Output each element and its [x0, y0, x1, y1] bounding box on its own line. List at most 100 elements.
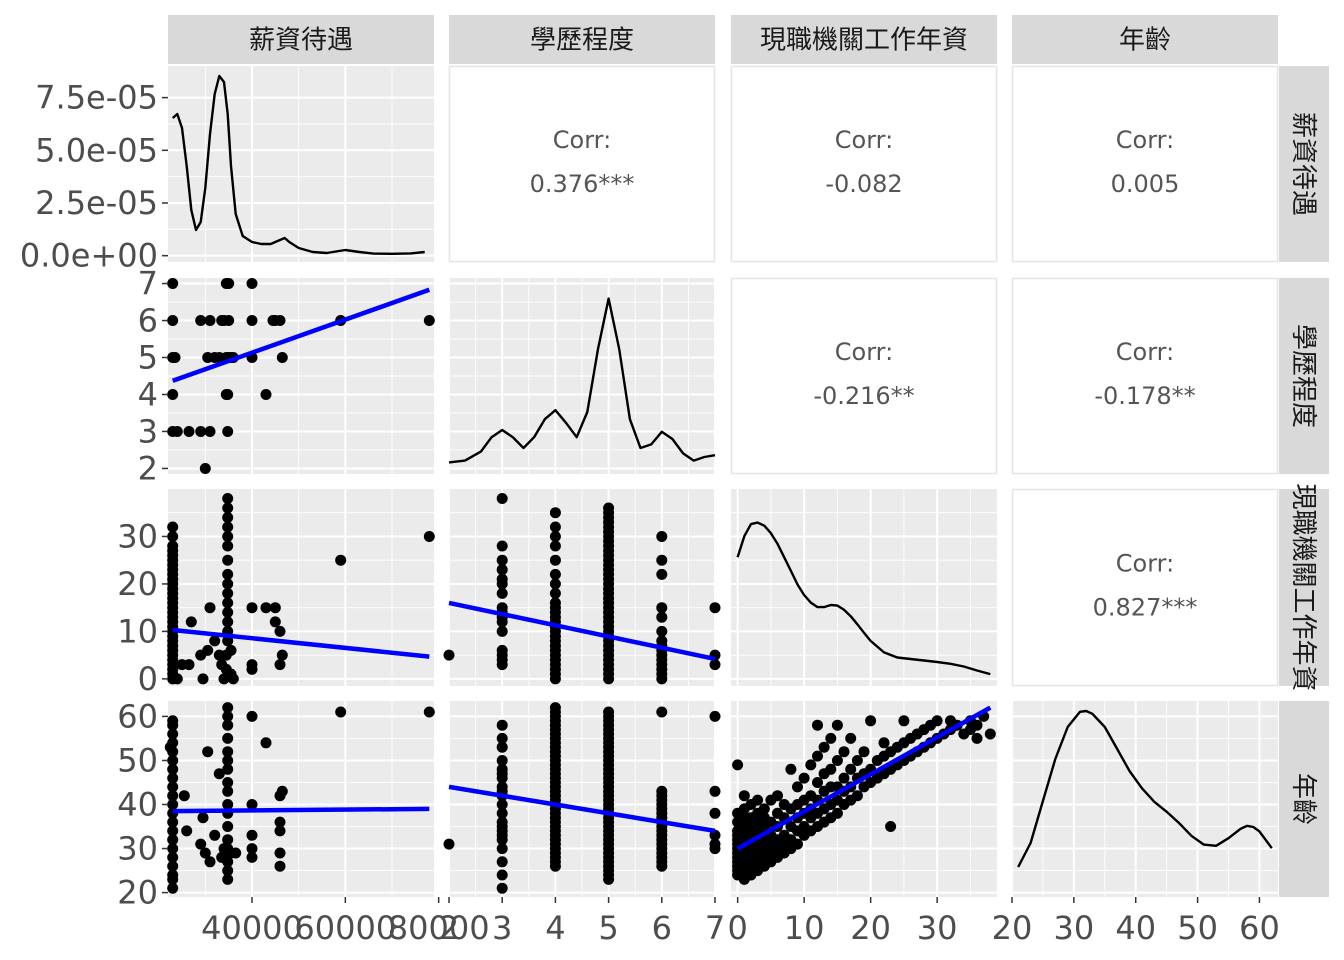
data-point — [260, 602, 272, 614]
data-point — [549, 578, 561, 590]
corr-label: Corr: — [553, 126, 611, 154]
corr-value: 0.005 — [1111, 170, 1180, 198]
data-point — [984, 728, 996, 740]
data-point — [222, 821, 234, 832]
strip-label-top: 薪資待遇 — [249, 26, 353, 56]
data-point — [269, 602, 281, 614]
data-point — [709, 602, 721, 614]
data-point — [496, 573, 508, 585]
x-tick-label: 30 — [917, 909, 958, 947]
data-point — [496, 493, 508, 504]
data-point — [496, 763, 508, 775]
data-point — [549, 507, 561, 519]
data-point — [496, 719, 508, 731]
data-point — [758, 803, 770, 815]
data-point — [423, 706, 435, 718]
data-point — [656, 706, 668, 718]
data-point — [865, 715, 877, 727]
data-point — [246, 799, 258, 810]
data-point — [222, 873, 234, 885]
data-point — [496, 644, 508, 656]
data-point — [656, 568, 668, 580]
data-point — [709, 838, 721, 850]
data-point — [496, 587, 508, 599]
data-point — [845, 763, 857, 775]
data-point — [549, 531, 561, 542]
data-point — [167, 825, 179, 837]
corr-panel — [448, 65, 716, 263]
data-point — [222, 763, 234, 775]
data-point — [246, 602, 258, 614]
data-point — [549, 568, 561, 580]
strip-top-box — [731, 15, 997, 64]
data-point — [246, 315, 258, 326]
data-point — [222, 865, 234, 877]
data-point — [496, 882, 508, 894]
data-point — [167, 843, 179, 855]
data-point — [167, 790, 179, 802]
data-point — [496, 564, 508, 576]
data-point — [549, 597, 561, 609]
data-point — [222, 799, 234, 810]
y-tick-label: 2 — [138, 449, 158, 487]
y-tick-label: 30 — [117, 517, 158, 555]
data-point — [709, 659, 721, 671]
density-curve — [448, 297, 716, 464]
data-point — [204, 315, 216, 326]
data-point — [878, 737, 890, 749]
x-tick-label: 7 — [705, 909, 725, 947]
density-curve — [736, 521, 991, 676]
data-point — [798, 772, 810, 784]
density-curve — [171, 74, 425, 256]
data-point — [443, 838, 455, 850]
density-curve — [1017, 709, 1273, 868]
data-point — [423, 531, 435, 542]
data-point — [838, 772, 850, 784]
y-tick-label: 4 — [138, 375, 158, 413]
data-point — [603, 502, 615, 514]
data-point — [656, 785, 668, 797]
y-tick-label: 50 — [117, 741, 158, 779]
strip-right-box — [1279, 66, 1329, 262]
corr-label: Corr: — [835, 338, 893, 366]
data-point — [209, 829, 221, 841]
data-point — [656, 602, 668, 614]
data-point — [656, 611, 668, 623]
corr-panel — [1011, 277, 1279, 475]
corr-value: -0.178** — [1094, 382, 1195, 410]
data-point — [274, 847, 286, 859]
data-point — [274, 625, 286, 637]
corr-value: -0.216** — [813, 382, 914, 410]
corr-panel — [730, 65, 998, 263]
corr-panel — [1011, 488, 1279, 687]
data-point — [197, 673, 209, 685]
y-tick-label: 6 — [138, 302, 158, 340]
data-point — [496, 540, 508, 552]
data-point — [230, 847, 242, 859]
data-point — [812, 719, 823, 731]
data-point — [222, 568, 234, 580]
data-point — [222, 521, 234, 533]
x-tick-label: 20 — [850, 909, 891, 947]
y-tick-label: 5 — [138, 339, 158, 377]
data-point — [656, 625, 668, 637]
data-point — [549, 554, 561, 566]
fit-line — [736, 705, 992, 851]
data-point — [443, 649, 455, 661]
y-tick-label: 3 — [138, 412, 158, 450]
data-point — [222, 587, 234, 599]
data-point — [276, 649, 288, 661]
data-point — [738, 790, 750, 802]
strip-label-top: 年齡 — [1119, 26, 1171, 56]
data-point — [496, 741, 508, 753]
data-point — [838, 746, 850, 758]
data-point — [167, 816, 179, 828]
data-point — [845, 732, 857, 744]
data-point — [656, 554, 668, 566]
data-point — [709, 807, 721, 819]
strip-right-box — [1279, 489, 1329, 686]
data-point — [971, 719, 983, 731]
data-point — [858, 746, 870, 758]
data-point — [222, 719, 234, 731]
corr-label: Corr: — [1116, 126, 1174, 154]
